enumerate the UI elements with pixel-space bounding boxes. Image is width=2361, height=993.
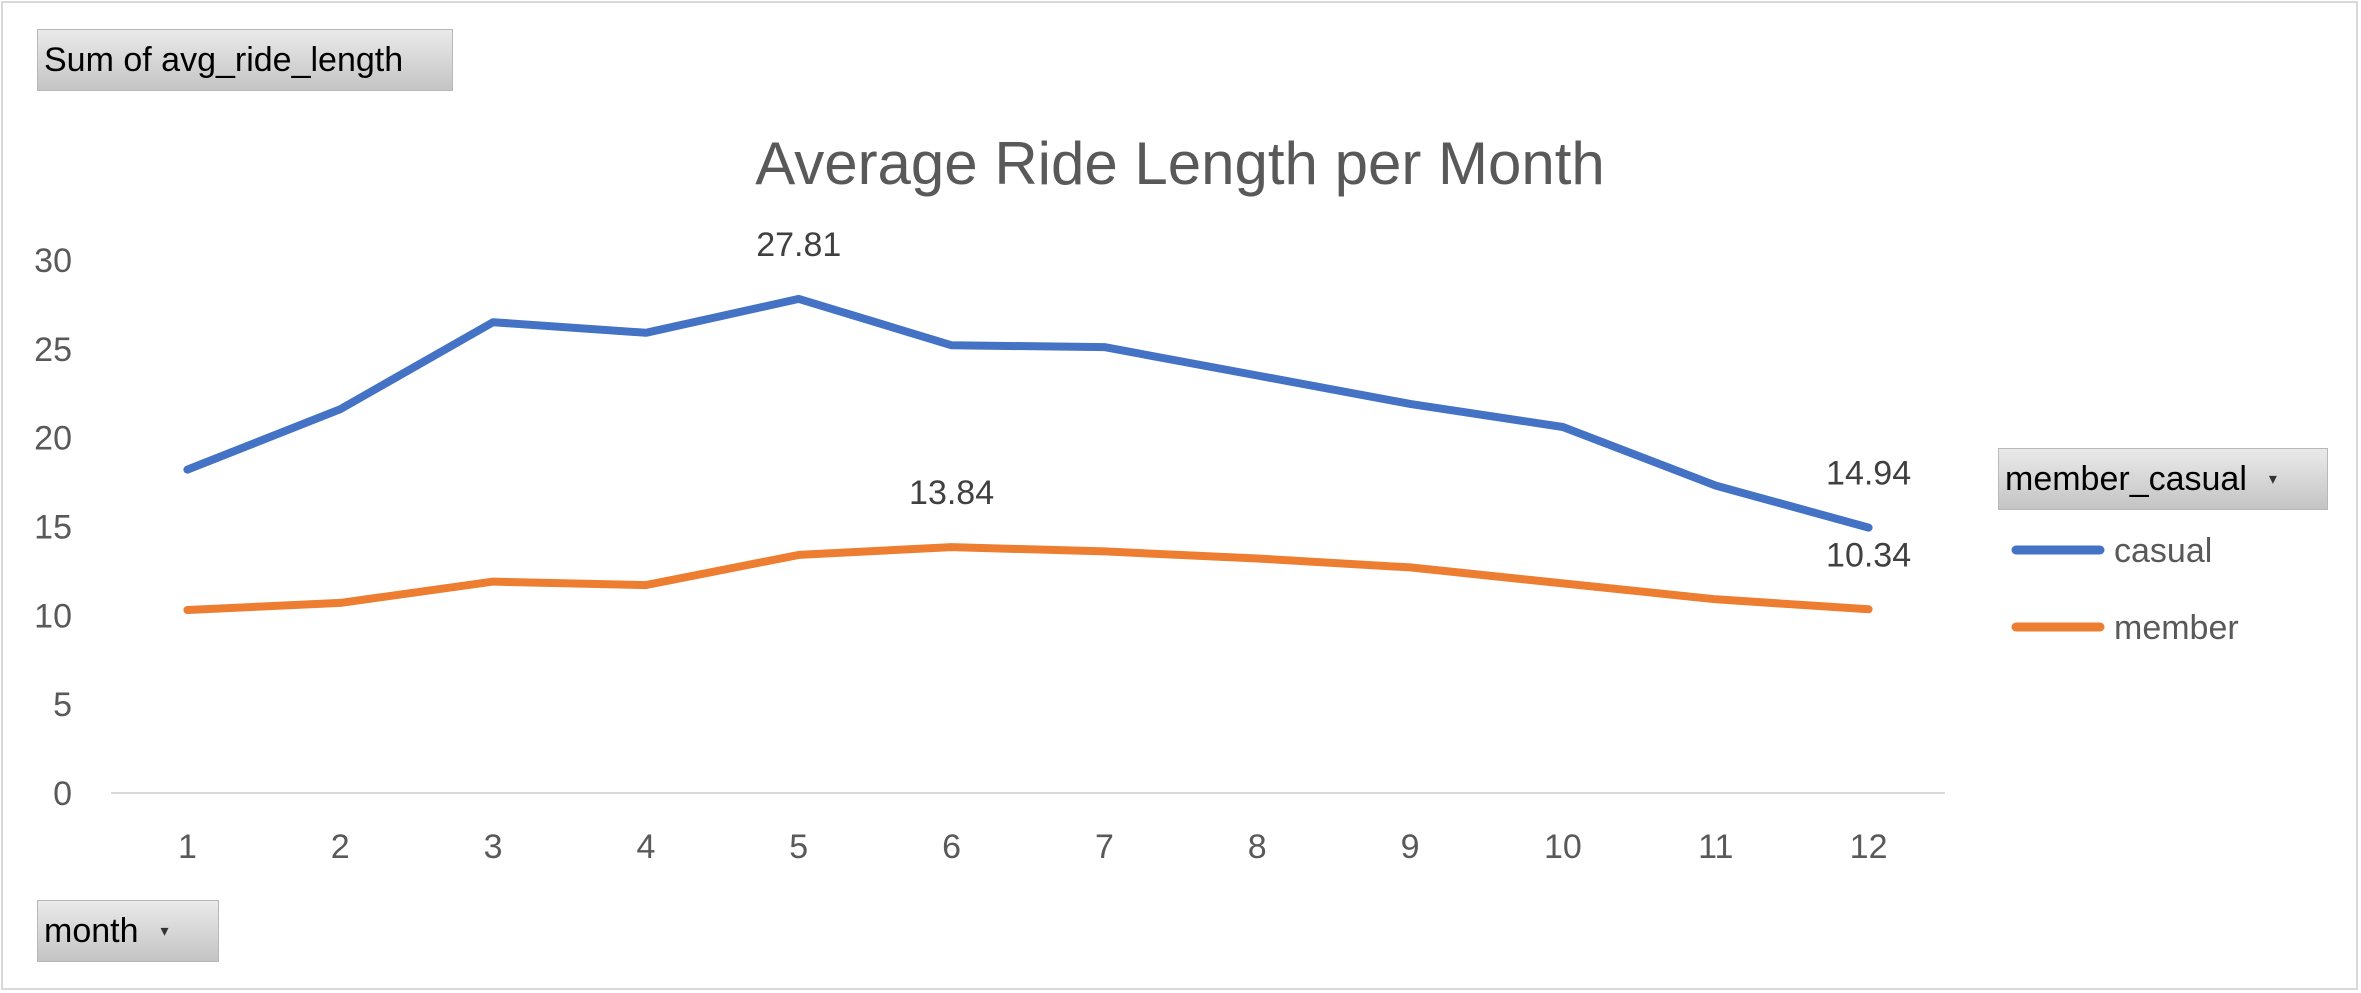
data-point-casual [1409,403,1411,405]
axis-field-button[interactable]: month ▾ [37,900,219,962]
data-point-casual [951,344,953,346]
data-label: 14.94 [1826,455,1911,493]
x-tick-label: 6 [942,828,961,866]
data-point-casual [1103,346,1105,348]
data-point-member [1562,582,1564,584]
data-labels: 27.81 14.94 13.84 10.34 [756,226,1911,575]
data-point-casual [798,298,800,300]
x-tick-label: 8 [1248,828,1267,866]
legend-label-member: member [2114,609,2239,647]
data-point-member [186,609,188,611]
data-point-member [1868,608,1870,610]
series-line-casual [183,294,1873,532]
value-field-button[interactable]: Sum of avg_ride_length [37,29,453,91]
x-tick-label: 1 [178,828,197,866]
data-label: 27.81 [756,226,841,264]
data-point-casual [492,321,494,323]
legend-field-button[interactable]: member_casual ▾ [1998,448,2328,510]
x-axis: 1 2 3 4 5 6 7 8 9 10 11 12 [178,828,1888,866]
data-point-member [1256,557,1258,559]
x-tick-label: 2 [331,828,350,866]
chart-title: Average Ride Length per Month [755,130,1604,197]
data-point-member [951,546,953,548]
data-point-casual [1715,485,1717,487]
y-tick-label: 5 [53,686,72,724]
data-point-casual [1256,374,1258,376]
y-tick-label: 25 [34,331,72,369]
data-label: 13.84 [909,474,994,512]
x-tick-label: 5 [789,828,808,866]
x-tick-label: 9 [1401,828,1420,866]
legend-label-casual: casual [2114,532,2212,570]
y-tick-label: 30 [34,242,72,280]
chevron-down-icon[interactable]: ▾ [160,923,169,940]
x-tick-label: 3 [484,828,503,866]
data-point-casual [645,332,647,334]
data-point-casual [1562,426,1564,428]
data-point-member [1103,550,1105,552]
x-tick-label: 12 [1850,828,1888,866]
data-point-member [1409,566,1411,568]
data-point-member [339,602,341,604]
value-field-label: Sum of avg_ride_length [44,40,404,79]
data-point-member [1715,598,1717,600]
x-tick-label: 10 [1544,828,1582,866]
data-point-member [492,581,494,583]
data-point-casual [186,469,188,471]
y-axis: 0 5 10 15 20 25 30 [34,242,72,813]
plot-area [183,294,1873,614]
axis-field-label: month [44,911,139,950]
legend-field-label: member_casual [2005,459,2247,498]
data-point-casual [1868,527,1870,529]
y-tick-label: 0 [53,775,72,813]
y-tick-label: 10 [34,597,72,635]
data-point-member [645,584,647,586]
data-point-member [798,554,800,556]
data-label: 10.34 [1826,537,1911,575]
x-tick-label: 11 [1698,828,1733,866]
y-tick-label: 15 [34,509,72,547]
data-point-casual [339,408,341,410]
x-tick-label: 7 [1095,828,1114,866]
y-tick-label: 20 [34,420,72,458]
series-line-member [183,543,1873,614]
chevron-down-icon[interactable]: ▾ [2268,471,2277,488]
x-tick-label: 4 [636,828,655,866]
legend: casual member [2011,532,2239,647]
